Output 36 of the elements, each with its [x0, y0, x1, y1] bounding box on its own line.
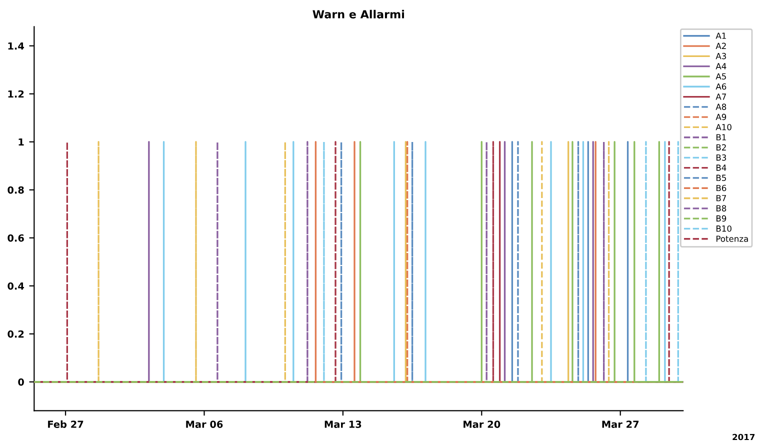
legend-label: B2 [716, 144, 726, 150]
legend-label: B9 [716, 215, 726, 222]
x-tick-label: Mar 27 [602, 420, 639, 428]
legend-label: B7 [716, 195, 726, 202]
legend-label: A4 [716, 63, 726, 70]
legend-label: B10 [716, 225, 732, 232]
y-tick-label: 0.6 [8, 234, 24, 242]
legend-label: A2 [716, 42, 726, 49]
legend-label: A5 [716, 73, 726, 80]
x-tick-label: Mar 13 [324, 420, 362, 428]
x-tick-label: Feb 27 [48, 420, 84, 428]
legend-label: Potenza [716, 236, 748, 242]
legend-label: B4 [716, 164, 726, 171]
legend-label: A3 [716, 52, 726, 60]
legend-label: A1 [716, 32, 726, 39]
legend-label: B3 [716, 154, 726, 161]
legend-label: B6 [716, 184, 726, 192]
y-tick-label: 0.2 [8, 330, 24, 338]
y-tick-label: 1.2 [8, 90, 24, 98]
legend-label: A10 [716, 124, 732, 130]
legend-label: B8 [716, 205, 726, 212]
chart-title: Warn e Allarmi [312, 10, 404, 18]
legend-label: A8 [716, 104, 726, 110]
y-tick-label: 1.4 [8, 42, 24, 50]
legend-label: A6 [716, 83, 726, 90]
y-tick-label: 0.8 [8, 186, 24, 194]
y-tick-label: 0.4 [8, 282, 24, 290]
legend-label: A9 [716, 114, 726, 120]
legend-label: A7 [716, 94, 726, 100]
text: 2017 [732, 434, 755, 440]
x-tick-label: Mar 06 [186, 420, 223, 428]
legend-label: B5 [716, 174, 726, 181]
legend-label: B1 [716, 134, 726, 140]
x-tick-label: Mar 20 [464, 420, 500, 428]
y-tick-label: 0 [18, 378, 24, 386]
y-tick-label: 1 [18, 138, 24, 146]
